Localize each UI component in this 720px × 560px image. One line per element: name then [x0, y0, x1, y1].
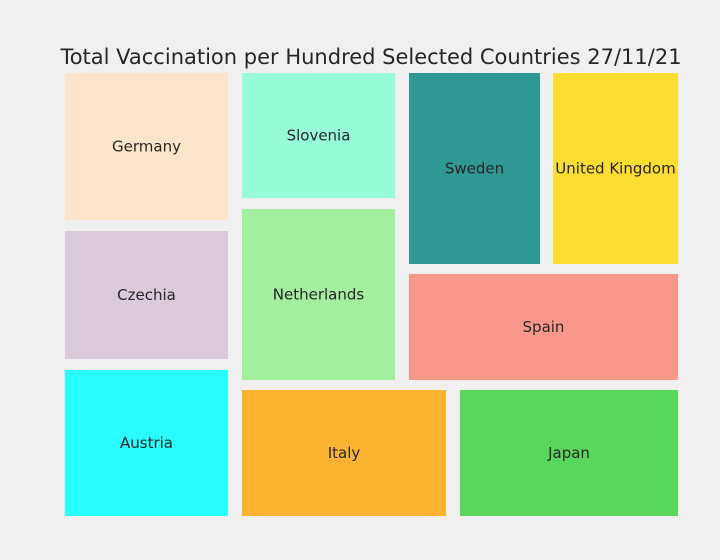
tile-austria — [65, 370, 228, 516]
chart-title: Total Vaccination per Hundred Selected C… — [59, 45, 681, 69]
tile-italy — [242, 390, 446, 516]
tile-czechia — [65, 231, 228, 359]
tile-label-spain: Spain — [523, 318, 565, 336]
tile-label-slovenia: Slovenia — [287, 127, 351, 145]
tile-germany — [65, 73, 228, 220]
tile-japan — [460, 390, 678, 516]
tile-label-sweden: Sweden — [445, 160, 504, 178]
tile-label-germany: Germany — [112, 138, 181, 156]
tile-sweden — [409, 73, 540, 264]
tile-spain — [409, 274, 678, 380]
tile-netherlands — [242, 209, 395, 380]
tile-label-japan: Japan — [547, 444, 590, 462]
tile-slovenia — [242, 73, 395, 198]
tile-label-czechia: Czechia — [117, 286, 176, 304]
tile-label-italy: Italy — [328, 444, 361, 462]
treemap-tiles: Germany Czechia Austria Slovenia Netherlands… — [65, 73, 678, 516]
tile-label-netherlands: Netherlands — [273, 286, 365, 304]
tile-label-united-kingdom: United Kingdom — [555, 160, 675, 178]
tile-label-austria: Austria — [120, 434, 173, 452]
tile-united-kingdom — [553, 73, 678, 264]
